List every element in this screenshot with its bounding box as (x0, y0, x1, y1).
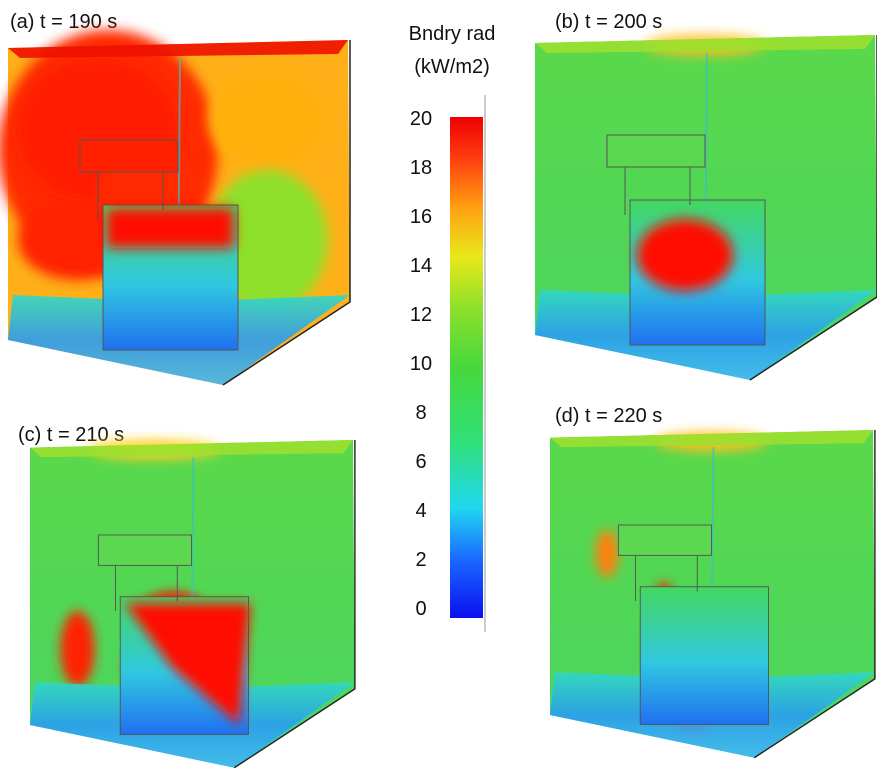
panel-label: (d) t = 220 s (555, 405, 662, 427)
backrest (606, 134, 706, 168)
colorbar-tick-label: 10 (410, 353, 432, 375)
panel-label: (c) t = 210 s (18, 424, 124, 446)
colorbar-tick-label: 16 (410, 206, 432, 228)
colorbar-tick-label: 12 (410, 304, 432, 326)
colorbar-tick-label: 4 (415, 500, 426, 522)
hot-spot (106, 208, 234, 248)
edge (233, 440, 356, 769)
hot-spot (125, 603, 251, 725)
colorbar-tick-label: 2 (415, 549, 426, 571)
hot-spot (208, 70, 328, 170)
backrest (97, 534, 192, 566)
colorbar-tick-label: 18 (410, 157, 432, 179)
colorbar-title: (kW/m2) (414, 56, 490, 78)
panel-render (30, 440, 356, 769)
ceiling (535, 35, 875, 53)
panel-render (0, 30, 351, 386)
ceiling (8, 40, 348, 58)
backrest (79, 139, 179, 173)
backrest (617, 524, 712, 556)
colorbar-tick-label: 6 (415, 451, 426, 473)
panel-label: (a) t = 190 s (10, 11, 117, 33)
ceiling (30, 440, 354, 458)
colorbar-tick-label: 0 (415, 598, 426, 620)
hot-spot (637, 219, 733, 291)
edge (222, 40, 351, 386)
colorbar (450, 117, 483, 618)
seat (639, 586, 769, 725)
colorbar-tick-label: 8 (415, 402, 426, 424)
colorbar-tick-label: 20 (410, 108, 432, 130)
panel-render (535, 35, 877, 381)
panel-label: (b) t = 200 s (555, 11, 662, 33)
hot-spot (60, 611, 95, 687)
edge (749, 35, 877, 381)
ceiling (550, 430, 873, 448)
colorbar-title: Bndry rad (409, 23, 496, 45)
colorbar-tick-label: 14 (410, 255, 432, 277)
panel-render (550, 430, 876, 759)
edge (753, 430, 876, 759)
hot-spot (595, 529, 619, 578)
